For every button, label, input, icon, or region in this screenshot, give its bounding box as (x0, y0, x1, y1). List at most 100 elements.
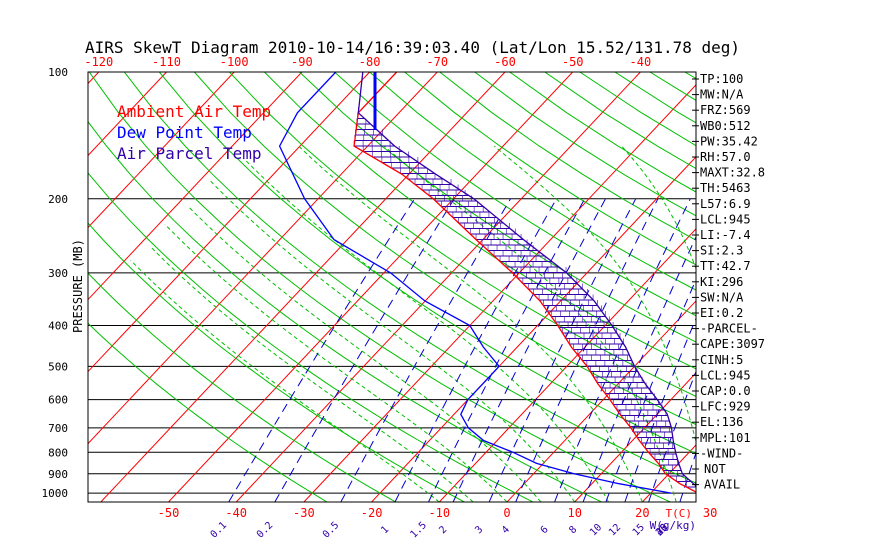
mixing-ratio-line (228, 198, 416, 502)
mixing-axis-unit-label: W(g/kg) (650, 519, 696, 532)
panel-index-text: L57:6.9 (700, 197, 751, 211)
panel-index-text: MPL:101 (700, 431, 751, 445)
chart-grid (0, 72, 870, 502)
moist-adiabat-line (208, 179, 576, 502)
top-temp-tick-label: -90 (291, 55, 313, 69)
pressure-tick-label: 700 (48, 422, 68, 435)
dry-adiabat-line (158, 72, 696, 454)
pressure-tick-label: 200 (48, 193, 68, 206)
panel-index-text: SW:N/A (700, 290, 744, 304)
panel-index-text: RH:57.0 (700, 150, 751, 164)
isotherm-line (235, 72, 641, 502)
isotherm-line (88, 72, 370, 373)
dry-adiabat-line (825, 72, 870, 502)
isotherm-line (303, 84, 696, 502)
moist-adiabat-line (298, 145, 643, 502)
dry-adiabat-line (860, 72, 870, 502)
dry-adiabat-line (369, 72, 696, 291)
mixing-ratio-line (274, 198, 455, 502)
dry-adiabat-line (88, 322, 328, 502)
dry-adiabat-line (88, 272, 396, 502)
legend: Ambient Air Temp Dew Point Temp Air Parcel… (117, 102, 271, 163)
panel-index-text: LI:-7.4 (700, 228, 751, 242)
pressure-tick-label: 1000 (42, 487, 69, 500)
pressure-tick-label: 900 (48, 468, 68, 481)
profile-air-parcel-temp (357, 72, 696, 487)
dry-adiabat-line (264, 72, 696, 370)
dry-adiabat-line (334, 72, 696, 317)
panel-index-text: CAPE:3097 (700, 337, 765, 351)
bottom-temp-tick-label: 20 (635, 506, 649, 520)
top-temp-tick-label: -60 (494, 55, 516, 69)
isotherm-line (506, 300, 696, 502)
panel-index-text: LCL:945 (700, 368, 751, 382)
y-axis-label: PRESSURE (MB) (71, 239, 85, 333)
mixing-ratio-line (340, 198, 511, 502)
top-temp-tick-label: -100 (220, 55, 249, 69)
isotherm-line (88, 72, 303, 301)
panel-index-text: TP:100 (700, 72, 743, 86)
bottom-temp-tick-label: -50 (158, 506, 180, 520)
pressure-tick-label: 300 (48, 267, 68, 280)
panel-index-text: -PARCEL- (700, 322, 758, 336)
dry-adiabat-line (790, 72, 870, 502)
moist-adiabat-line (189, 207, 542, 502)
mixing-ratio-label: 6 (539, 524, 551, 536)
cape-hatch (353, 107, 696, 488)
mixing-ratio-line (759, 199, 859, 502)
dry-adiabat-line (755, 72, 870, 502)
bottom-temp-tick-label: 30 (703, 506, 717, 520)
isotherm-line (778, 72, 870, 502)
bottom-temp-tick-label: 10 (567, 506, 581, 520)
top-temp-tick-label: -70 (426, 55, 448, 69)
isotherm-line (846, 72, 870, 502)
moist-adiabat-line (493, 145, 696, 444)
panel-index-text: SI:2.3 (700, 244, 743, 258)
mixing-ratio-label: 15 (631, 522, 647, 538)
panel-index-text: WB0:512 (700, 119, 751, 133)
panel-index-text: KI:296 (700, 275, 743, 289)
dry-adiabat-line (123, 72, 696, 484)
top-temp-tick-label: -80 (359, 55, 381, 69)
bottom-temp-tick-label: -10 (428, 506, 450, 520)
panel-index-text: FRZ:569 (700, 103, 751, 117)
pressure-tick-label: 500 (48, 360, 68, 373)
panel-index-text: EL:136 (700, 415, 743, 429)
mixing-ratio-line (488, 198, 637, 502)
mixing-ratio-label: 0.2 (255, 520, 276, 541)
profile-dew-point-temp (278, 72, 672, 494)
bottom-axis-unit-label: T(C) (666, 507, 693, 520)
profile-lines (278, 72, 696, 494)
mixing-ratio-line (428, 198, 586, 502)
isotherm-line (88, 72, 438, 445)
panel-index-text: EI:0.2 (700, 306, 743, 320)
bottom-temp-tick-label: -40 (225, 506, 247, 520)
dry-adiabat-line (88, 172, 534, 502)
dry-adiabat-line (88, 72, 671, 502)
panel-index-text: TH:5463 (700, 181, 751, 195)
panel-index-text: AVAIL (704, 478, 740, 492)
dry-adiabat-line (649, 72, 696, 101)
top-temp-tick-label: -120 (84, 55, 113, 69)
dry-adiabat-line (88, 120, 602, 502)
panel-index-text: PW:35.42 (700, 134, 758, 148)
panel-index-text: MW:N/A (700, 88, 744, 102)
pressure-tick-label: 400 (48, 320, 68, 333)
panel-index-text: LFC:929 (700, 400, 751, 414)
legend-entry: Air Parcel Temp (117, 144, 262, 163)
legend-entry: Ambient Air Temp (117, 102, 271, 121)
plot-frame (87, 71, 697, 503)
isotherm-line (100, 72, 506, 502)
mixing-ratio-label: 4 (500, 524, 512, 536)
bottom-temp-tick-label: -20 (361, 506, 383, 520)
mixing-ratio-label: 1 (379, 524, 391, 536)
bottom-temp-tick-label: -30 (293, 506, 315, 520)
mixing-ratio-line (394, 198, 557, 502)
moist-adiabat-line (383, 145, 677, 502)
moist-adiabat-line (150, 246, 474, 502)
bottom-temp-tick-label: 0 (503, 506, 510, 520)
isotherm-line (0, 72, 31, 502)
panel-index-text: MAXT:32.8 (700, 166, 765, 180)
